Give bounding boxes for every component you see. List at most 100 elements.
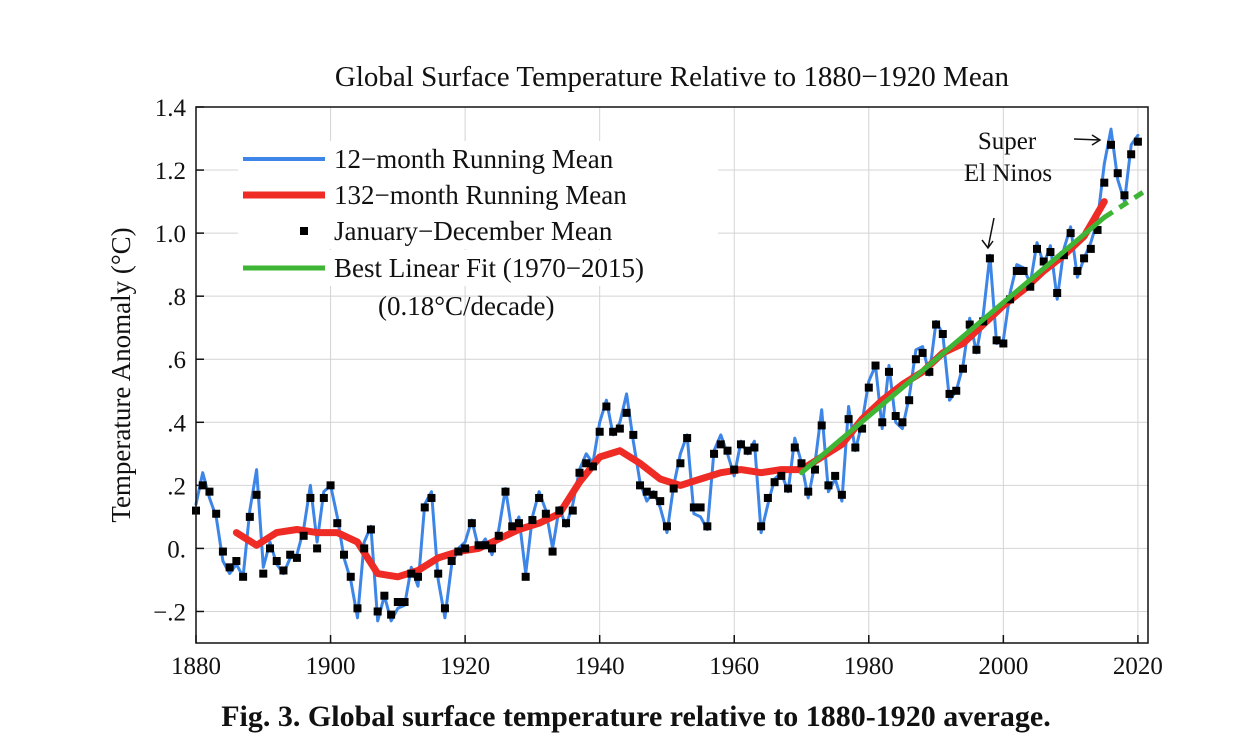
data-point	[286, 550, 295, 559]
data-point	[817, 421, 826, 430]
data-point	[770, 478, 779, 487]
data-point	[1106, 140, 1115, 149]
series-line	[799, 214, 1107, 476]
data-point	[689, 503, 698, 512]
legend-note: (0.18°C/decade)	[378, 291, 554, 321]
data-point	[831, 471, 840, 480]
data-point	[878, 418, 887, 427]
data-point	[1059, 251, 1068, 260]
x-tick-label: 1920	[440, 653, 490, 680]
data-point	[266, 544, 275, 553]
data-point	[723, 446, 732, 455]
data-point	[548, 547, 557, 556]
data-point	[985, 254, 994, 263]
data-point	[790, 443, 799, 452]
data-point	[588, 462, 597, 471]
y-axis-label: Temperature Anomaly (°C)	[106, 227, 136, 522]
data-point	[615, 424, 624, 433]
data-point	[319, 493, 328, 502]
data-point	[945, 389, 954, 398]
data-point	[461, 544, 470, 553]
data-point	[501, 487, 510, 496]
data-point	[353, 604, 362, 613]
data-point	[346, 572, 355, 581]
data-point	[1066, 229, 1075, 238]
data-point	[810, 465, 819, 474]
legend-label: 12−month Running Mean	[334, 144, 614, 174]
data-point	[239, 572, 248, 581]
data-point	[414, 572, 423, 581]
data-point	[514, 519, 523, 528]
y-tick-label: .6	[167, 347, 186, 374]
data-point	[750, 443, 759, 452]
data-point	[562, 519, 571, 528]
data-point	[938, 330, 947, 339]
data-point	[380, 591, 389, 600]
data-point	[629, 430, 638, 439]
data-point	[393, 598, 402, 607]
data-point	[494, 531, 503, 540]
data-point	[366, 525, 375, 534]
data-point	[972, 345, 981, 354]
caption: Fig. 3. Global surface temperature relat…	[221, 700, 1051, 733]
data-point	[535, 493, 544, 502]
arrow	[981, 217, 995, 250]
data-point	[407, 569, 416, 578]
data-point	[911, 355, 920, 364]
data-point	[333, 519, 342, 528]
data-point	[434, 569, 443, 578]
data-point	[743, 446, 752, 455]
data-point	[999, 339, 1008, 348]
data-point	[1012, 266, 1021, 275]
data-point	[528, 516, 537, 525]
y-tick-label: −.2	[153, 599, 186, 626]
data-point	[488, 544, 497, 553]
data-point	[541, 509, 550, 518]
y-tick-label: 1.4	[155, 95, 187, 122]
data-point	[1053, 289, 1062, 298]
data-point	[884, 367, 893, 376]
data-point	[447, 557, 456, 566]
legend-background	[238, 213, 718, 249]
x-tick-label: 1940	[575, 653, 625, 680]
data-point	[568, 506, 577, 515]
data-point	[683, 434, 692, 443]
data-point	[952, 386, 961, 395]
data-point	[387, 610, 396, 619]
arrow	[1073, 134, 1102, 146]
data-point	[427, 493, 436, 502]
data-point	[710, 449, 719, 458]
data-point	[373, 607, 382, 616]
data-point	[891, 411, 900, 420]
data-point	[595, 427, 604, 436]
data-point	[669, 484, 678, 493]
data-point	[851, 443, 860, 452]
x-tick-label: 2000	[978, 653, 1028, 680]
data-point	[858, 424, 867, 433]
data-point	[730, 465, 739, 474]
data-point	[1032, 244, 1041, 253]
data-point	[898, 418, 907, 427]
legend-swatch	[300, 227, 308, 235]
data-point	[1080, 254, 1089, 263]
plot-frame	[195, 106, 1149, 644]
data-point	[622, 408, 631, 417]
x-tick-label: 1980	[844, 653, 894, 680]
data-point	[824, 481, 833, 490]
data-point	[864, 383, 873, 392]
data-point	[1046, 248, 1055, 257]
legend-label: 132−month Running Mean	[334, 180, 627, 210]
data-point	[481, 541, 490, 550]
data-point	[245, 512, 254, 521]
y-tick-label: .8	[167, 284, 186, 311]
data-point	[272, 557, 281, 566]
data-point	[1113, 169, 1122, 178]
data-point	[1019, 266, 1028, 275]
data-point	[474, 541, 483, 550]
data-point	[871, 361, 880, 370]
data-point	[340, 550, 349, 559]
data-point	[279, 566, 288, 575]
y-tick-label: 1.0	[155, 221, 186, 248]
